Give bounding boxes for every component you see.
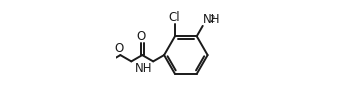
Text: NH: NH <box>135 63 152 75</box>
Text: NH: NH <box>203 13 221 26</box>
Text: O: O <box>136 30 146 43</box>
Text: Cl: Cl <box>168 11 180 24</box>
Text: 2: 2 <box>210 15 215 24</box>
Text: O: O <box>115 42 124 55</box>
